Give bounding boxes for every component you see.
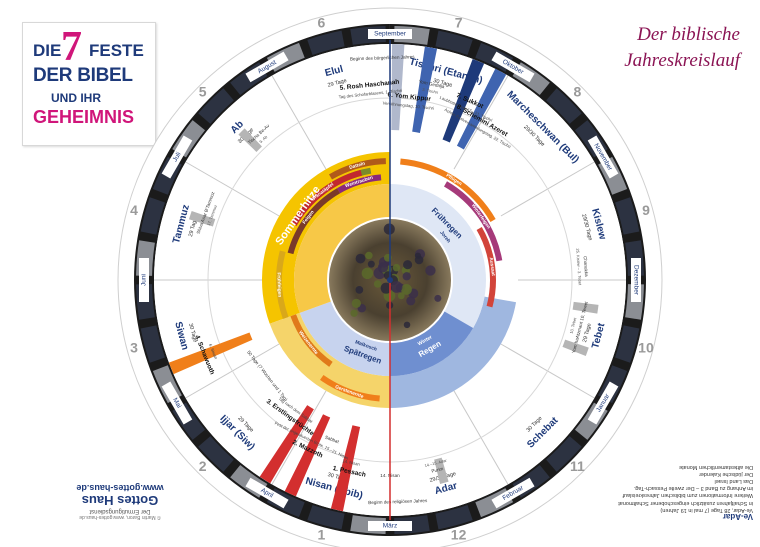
gregorian-month-label: Dezember <box>632 265 639 296</box>
harvest-label: Frühfeigen <box>275 272 282 297</box>
olive <box>356 254 366 264</box>
olive <box>365 252 373 260</box>
clock-number: 7 <box>455 15 463 31</box>
publisher-block: © Martin Baron, www.gottes-haus.de Der E… <box>20 450 220 520</box>
clock-number: 3 <box>130 339 138 355</box>
olive <box>391 281 403 293</box>
clock-number: 5 <box>199 83 207 99</box>
clock-number: 4 <box>130 202 138 218</box>
olive <box>378 262 388 272</box>
publisher-sub: Der Ermutigungsdienst <box>20 508 220 514</box>
legend-line: im Anhang zu Band 3 – Der zweite Pessach… <box>583 484 753 491</box>
legend-line: Weitere Informationen zum biblischen Jah… <box>583 491 753 498</box>
olive <box>398 293 405 300</box>
clock-number: 12 <box>451 527 467 543</box>
copyright: © Martin Baron, www.gottes-haus.de <box>20 514 220 520</box>
legend-line: Der jüdische Kalender <box>583 470 753 477</box>
olive <box>393 264 401 272</box>
gregorian-month-label: September <box>374 31 407 38</box>
olive <box>403 260 412 269</box>
olive <box>415 253 421 259</box>
legend-line: in Schaltjahren zusätzlich eingeschobene… <box>583 498 753 505</box>
clock-number: 6 <box>318 15 326 31</box>
legend-heading: Ve-Adar <box>583 513 753 520</box>
legend-box: Ve-Adar Ve-Adar, 28 Tage (7 mal in 19 Ja… <box>583 448 753 520</box>
olive <box>368 261 375 268</box>
clock-number: 1 <box>318 527 326 543</box>
olive <box>425 265 435 275</box>
clock-number: 8 <box>573 83 581 99</box>
gregorian-month-label: Juni <box>141 274 148 286</box>
olive <box>355 286 363 294</box>
clock-number: 9 <box>642 202 650 218</box>
gregorian-month-label: März <box>383 523 397 530</box>
clock-number: 10 <box>638 339 654 355</box>
legend-line: Ve-Adar, 28 Tage (7 mal in 19 Jahren) <box>583 506 753 513</box>
olive <box>374 280 381 287</box>
olive <box>362 268 373 279</box>
olive <box>352 299 361 308</box>
olive <box>350 310 357 317</box>
publisher-url: www.gottes-haus.de <box>20 483 220 493</box>
olive <box>434 295 441 302</box>
olive <box>403 272 411 280</box>
legend-line: Die alttestamentlichen Monate <box>583 462 753 469</box>
olive <box>406 296 415 305</box>
olive <box>404 322 411 329</box>
needle-hub <box>387 277 393 283</box>
publisher-brand: Gottes Haus <box>20 493 220 508</box>
legend-line: Das Land Israel <box>583 477 753 484</box>
